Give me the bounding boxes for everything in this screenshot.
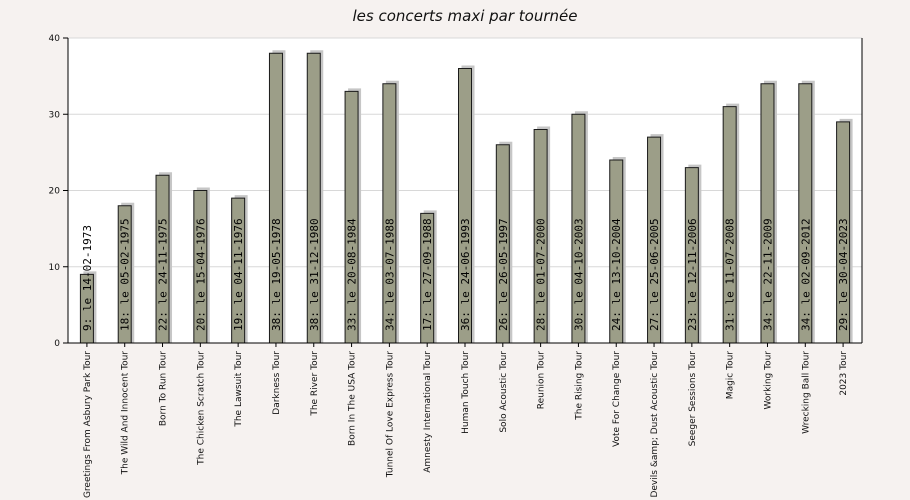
x-tick-label: The River Tour: [310, 351, 320, 417]
x-tick-label: The Lawsuit Tour: [234, 351, 244, 428]
data-label: 31: le 11-07-2008: [724, 218, 737, 331]
x-tick-label: Amnesty International Tour: [423, 351, 433, 473]
x-tick-label: Devils &amp; Dust Acoustic Tour: [650, 351, 660, 498]
x-tick-label: The Wild And Innocent Tour: [121, 351, 131, 476]
x-tick-label: Seeger Sessions Tour: [688, 351, 698, 447]
chart-title: les concerts maxi par tournée: [353, 7, 578, 25]
x-tick-label: Born To Run Tour: [159, 351, 169, 426]
x-tick-label: Magic Tour: [726, 351, 736, 399]
y-tick-label: 40: [49, 34, 61, 44]
y-tick-label: 20: [49, 187, 61, 197]
data-label: 22: le 24-11-1975: [157, 218, 170, 331]
x-tick-label: Tunnel Of Love Express Tour: [385, 351, 395, 479]
x-tick-label: Vote For Change Tour: [612, 351, 622, 447]
x-tick-label: Reunion Tour: [537, 351, 547, 410]
data-label: 38: le 19-05-1978: [270, 218, 283, 331]
x-tick-label: The Chicken Scratch Tour: [196, 351, 206, 466]
data-label: 34: le 02-09-2012: [799, 218, 812, 331]
data-label: 24: le 13-10-2004: [610, 218, 623, 331]
x-tick-label: Darkness Tour: [272, 351, 282, 415]
labels: 9: le 14-02-1973 Greetings From Asbury Pa…: [81, 218, 850, 498]
data-label: 18: le 05-02-1975: [119, 218, 132, 331]
data-label: 23: le 12-11-2006: [686, 218, 699, 331]
data-label: 27: le 25-06-2005: [648, 218, 661, 331]
data-label: 19: le 04-11-1976: [232, 218, 245, 331]
x-tick-label: Greetings From Asbury Park Tour: [83, 351, 93, 498]
data-label: 36: le 24-06-1993: [459, 218, 472, 331]
x-tick-label: Born In The USA Tour: [348, 351, 358, 446]
bars: [79, 50, 853, 344]
data-label: 29: le 30-04-2023: [837, 218, 850, 331]
data-label: 20: le 15-04-1976: [194, 218, 207, 331]
x-tick-label: Wrecking Ball Tour: [801, 351, 811, 434]
y-tick-label: 0: [54, 339, 60, 349]
axes: 0 10 20 30 40: [49, 34, 863, 349]
x-tick-label: The Rising Tour: [574, 351, 584, 421]
data-label: 33: le 20-08-1984: [346, 218, 359, 331]
data-label: 17: le 27-09-1988: [421, 218, 434, 331]
data-label: 26: le 26-05-1997: [497, 218, 510, 331]
data-label: 28: le 01-07-2000: [535, 218, 548, 331]
x-tick-label: Working Tour: [763, 351, 773, 410]
data-label: 38: le 31-12-1980: [308, 218, 321, 331]
data-label: 9: le 14-02-1973: [81, 225, 94, 331]
x-tick-label: Solo Acoustic Tour: [499, 351, 509, 433]
y-tick-label: 30: [49, 110, 61, 120]
data-label: 34: le 03-07-1988: [383, 218, 396, 331]
x-tick-label: Human Touch Tour: [461, 351, 471, 434]
data-label: 34: le 22-11-2009: [761, 218, 774, 331]
data-label: 30: le 04-10-2003: [572, 218, 585, 331]
x-tick-label: 2023 Tour: [839, 351, 849, 396]
y-tick-label: 10: [49, 263, 61, 273]
